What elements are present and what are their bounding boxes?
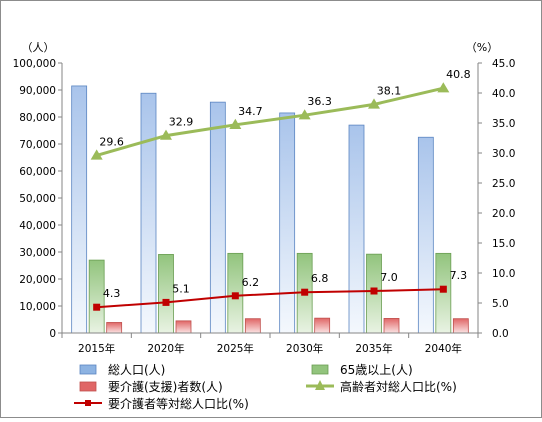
elderly-ratio-marker: [437, 82, 450, 93]
elderly-ratio-marker: [298, 109, 311, 120]
care-ratio-marker: [93, 303, 101, 311]
care-ratio-data-label: 7.0: [380, 271, 398, 284]
care-ratio-line: [96, 288, 444, 309]
elderly-ratio-data-label: 38.1: [377, 84, 402, 97]
x-category-label: 2035年: [355, 342, 392, 355]
care-recipients-bar: [175, 320, 192, 334]
care-ratio-marker: [301, 288, 309, 296]
care-ratio-data-label: 7.3: [450, 269, 468, 282]
care-ratio-marker: [162, 298, 170, 306]
care-ratio-data-label: 6.8: [311, 272, 329, 285]
elderly-ratio-marker: [368, 98, 380, 109]
care-recipients-bar: [452, 318, 469, 334]
right-tick-label: 20.0: [492, 208, 515, 220]
care-recipients-bar: [314, 317, 331, 334]
right-tick-label: 10.0: [492, 268, 515, 280]
left-tick-label: 0: [49, 328, 56, 340]
x-category-label: 2040年: [425, 342, 462, 355]
legend-label: 要介護者等対総人口比(%): [108, 396, 249, 411]
x-category-label: 2020年: [147, 342, 184, 355]
legend-swatch: [311, 364, 329, 375]
right-tick-label: 45.0: [492, 58, 515, 70]
left-tick-label: 50,000: [19, 193, 56, 205]
total-population-bar: [140, 92, 157, 334]
right-tick-label: 5.0: [492, 298, 509, 310]
legend-label: 要介護(支援)者数(人): [108, 379, 223, 394]
right-axis-unit: （%）: [466, 41, 498, 54]
right-tick-label: 15.0: [492, 238, 515, 250]
elderly-population-bar: [158, 254, 174, 334]
right-tick-label: 25.0: [492, 178, 515, 190]
left-tick-label: 30,000: [19, 247, 56, 259]
left-tick-label: 80,000: [19, 112, 56, 124]
legend-marker: [85, 400, 91, 406]
elderly-ratio-data-label: 34.7: [238, 105, 263, 118]
elderly-ratio-marker: [160, 129, 172, 140]
x-category-label: 2015年: [78, 342, 115, 355]
legend-label: 65歳以上(人): [340, 363, 413, 377]
care-ratio-marker: [231, 292, 239, 300]
care-ratio-data-label: 6.2: [242, 276, 260, 289]
legend-label: 高齢者対総人口比(%): [340, 379, 457, 394]
legend-swatch: [79, 381, 97, 392]
elderly-ratio-data-label: 32.9: [169, 116, 194, 129]
elderly-ratio-data-label: 36.3: [307, 95, 332, 108]
care-ratio-marker: [439, 285, 447, 293]
elderly-population-bar: [88, 259, 105, 334]
left-tick-label: 10,000: [19, 301, 56, 313]
elderly-ratio-marker: [229, 118, 242, 129]
total-population-bar: [417, 136, 434, 334]
left-tick-label: 90,000: [19, 85, 56, 97]
right-tick-label: 30.0: [492, 148, 515, 160]
x-category-label: 2030年: [286, 342, 323, 355]
care-recipients-bar: [244, 318, 261, 334]
left-tick-label: 70,000: [19, 139, 56, 151]
x-category-label: 2025年: [217, 342, 254, 355]
care-ratio-data-label: 4.3: [103, 287, 121, 300]
total-population-bar: [348, 124, 365, 334]
legend-marker: [315, 380, 325, 390]
legend-label: 総人口(人): [108, 363, 165, 377]
elderly-population-bar: [435, 252, 452, 334]
elderly-ratio-marker: [90, 149, 103, 160]
left-tick-label: 40,000: [19, 220, 56, 232]
elderly-ratio-data-label: 40.8: [446, 68, 471, 81]
left-axis-unit: （人）: [22, 41, 55, 54]
left-tick-label: 20,000: [19, 274, 56, 286]
care-ratio-marker: [370, 287, 378, 295]
left-tick-label: 60,000: [19, 166, 56, 178]
legend-swatch: [79, 364, 97, 375]
right-tick-label: 0.0: [492, 328, 509, 340]
care-recipients-bar: [383, 318, 400, 334]
elderly-ratio-line: [96, 86, 444, 157]
total-population-bar: [279, 112, 296, 334]
left-tick-label: 100,000: [13, 58, 56, 70]
elderly-ratio-data-label: 29.6: [99, 135, 124, 148]
total-population-bar: [71, 85, 88, 334]
right-tick-label: 35.0: [492, 118, 515, 130]
right-tick-label: 40.0: [492, 88, 515, 100]
care-recipients-bar: [106, 322, 123, 334]
care-ratio-data-label: 5.1: [172, 282, 190, 295]
